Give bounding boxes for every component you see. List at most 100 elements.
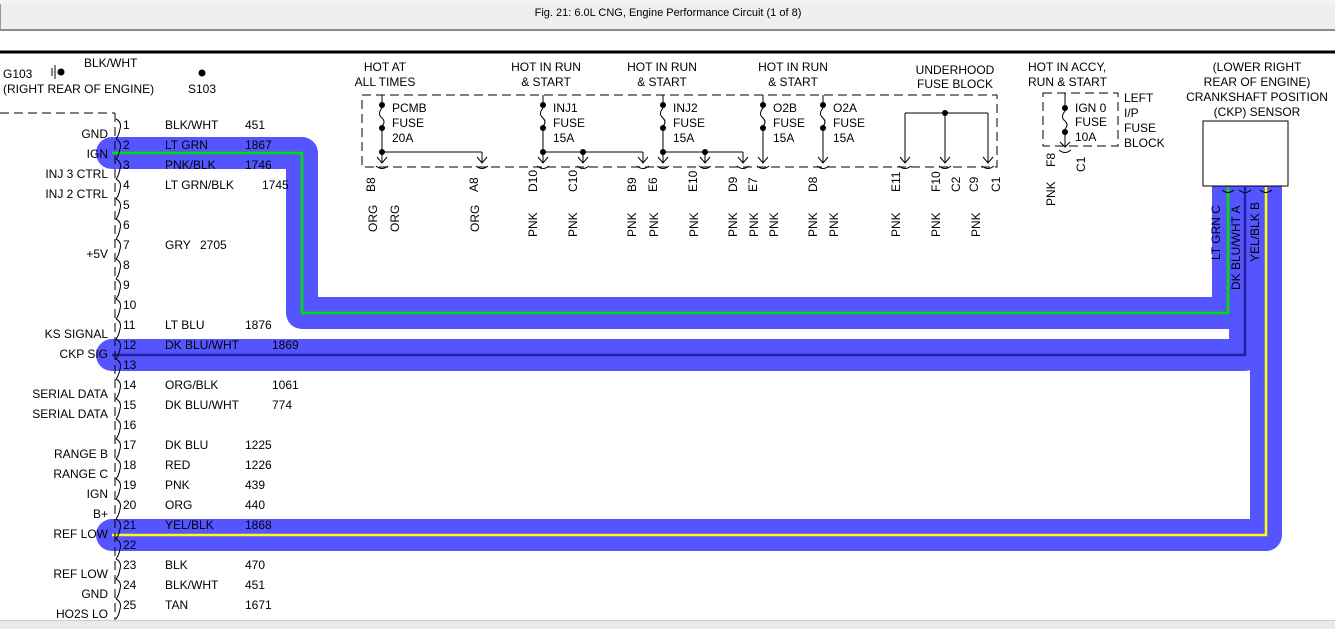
pin-bracket [115,318,121,340]
pin-function-label: CKP SIG [60,347,108,361]
horizontal-scrollbar[interactable] [0,620,1335,629]
fuse-element-icon [1062,110,1068,130]
pin-number: 24 [123,578,137,592]
underhood-fuse-block-border [361,94,998,168]
power-condition: & START [768,75,818,89]
pin-bracket [115,578,121,600]
ip-fuse-block-border [1042,92,1119,147]
wire-color-label: DK BLU [165,438,208,452]
sensor-terminal-icon [1221,189,1235,193]
terminal-connector-icon [898,156,912,169]
power-condition: HOT IN RUN [758,60,828,74]
power-condition: RUN & START [1028,75,1108,89]
fuse-rating: 20A [392,131,413,145]
pin-function-label: INJ 2 CTRL [45,187,108,201]
wire-color-label: PNK [1044,181,1058,206]
circuit-number: 1746 [245,158,272,172]
fuse-name: PCMB [392,101,427,115]
wire-color-label: PNK [806,212,820,237]
fuse-block-title: BLOCK [1124,136,1165,150]
pin-number: 10 [123,298,137,312]
power-condition: HOT AT [364,60,407,74]
pin-number: 18 [123,458,137,472]
pin-number: 1 [123,118,130,132]
pin-number: 25 [123,598,137,612]
circuit-number: 1061 [272,378,299,392]
power-condition: HOT IN ACCY, [1028,60,1106,74]
pin-number: 16 [123,418,137,432]
wire-color-label: PNK [165,478,190,492]
sensor-wire-label: DK BLU/WHT A [1229,206,1243,290]
pin-bracket [115,118,121,140]
wire-color-label: PNK [929,212,943,237]
splice-dot [660,102,666,108]
circuit-number: 1867 [245,138,272,152]
fuse-rating: 15A [673,131,694,145]
pin-function-label: SERIAL DATA [32,407,108,421]
wire-color-label: PNK [767,212,781,237]
terminal-id: C2 [949,176,963,192]
wire-color-label: ORG [366,205,380,232]
terminal-id: B9 [625,177,639,192]
pin-function-label: HO2S LO [56,607,108,621]
ground-location: (RIGHT REAR OF ENGINE) [3,82,154,96]
pin-bracket [115,518,121,540]
terminal-connector-icon [981,156,995,169]
circuit-number: 440 [245,498,265,512]
wire-color-label: PNK [687,212,701,237]
pin-number: 3 [123,158,130,172]
splice-dot [760,102,766,108]
pin-function-label: +5V [86,247,108,261]
lt-grn-circuit-wire [112,151,1230,315]
pin-bracket [115,238,121,260]
wire-color-label: YEL/BLK [165,518,214,532]
wire-color-label: RED [165,458,191,472]
fuse-name: INJ1 [553,101,578,115]
sensor-wire-label: LT GRN C [1209,205,1223,260]
pin-bracket [115,458,121,480]
window-title: Fig. 21: 6.0L CNG, Engine Performance Ci… [534,7,802,19]
pin-number: 17 [123,438,137,452]
ckp-sensor-body [1202,120,1289,187]
pin-function-label: INJ 3 CTRL [45,167,108,181]
pin-bracket [115,358,121,380]
terminal-connector-icon [736,156,750,169]
wire-color-label: LT GRN [165,138,208,152]
pin-function-label: RANGE B [54,447,108,461]
pin-function-label: REF LOW [53,567,108,581]
circuit-number: 1226 [245,458,272,472]
fuse-type: FUSE [392,116,424,130]
pin-bracket [115,478,121,500]
fuse-name: IGN 0 [1075,101,1107,115]
power-condition: HOT IN RUN [511,60,581,74]
pin-number: 6 [123,218,130,232]
ckp-sensor-title: CRANKSHAFT POSITION [1186,90,1328,104]
yel-blk-circuit-wire [112,187,1268,537]
pin-bracket [115,438,121,460]
terminal-connector-icon [1058,141,1072,153]
terminal-id: E10 [686,170,700,192]
wire-color-label: GRY [165,238,191,252]
terminal-connector-icon [938,156,952,169]
title-bar: Fig. 21: 6.0L CNG, Engine Performance Ci… [0,4,1335,31]
fuse-type: FUSE [673,116,705,130]
fuse-element-icon [820,107,826,127]
fuse-element-icon [660,107,666,127]
pin-number: 14 [123,378,137,392]
circuit-number: 1876 [245,318,272,332]
splice-id: S103 [188,82,216,96]
fuse-block-title: FUSE BLOCK [917,77,993,91]
circuit-number: 1225 [245,438,272,452]
power-condition: HOT IN RUN [627,60,697,74]
terminal-id: C9 [967,176,981,192]
fuse-element-icon [379,107,385,127]
wire-color-label: ORG [165,498,192,512]
power-condition: & START [637,75,687,89]
fuse-type: FUSE [773,116,805,130]
terminal-id: E11 [889,171,903,192]
pin-function-label: IGN [87,147,108,161]
pin-number: 8 [123,258,130,272]
dk-blu-wht-circuit-wire [112,187,1247,357]
terminal-id: C10 [566,170,580,192]
